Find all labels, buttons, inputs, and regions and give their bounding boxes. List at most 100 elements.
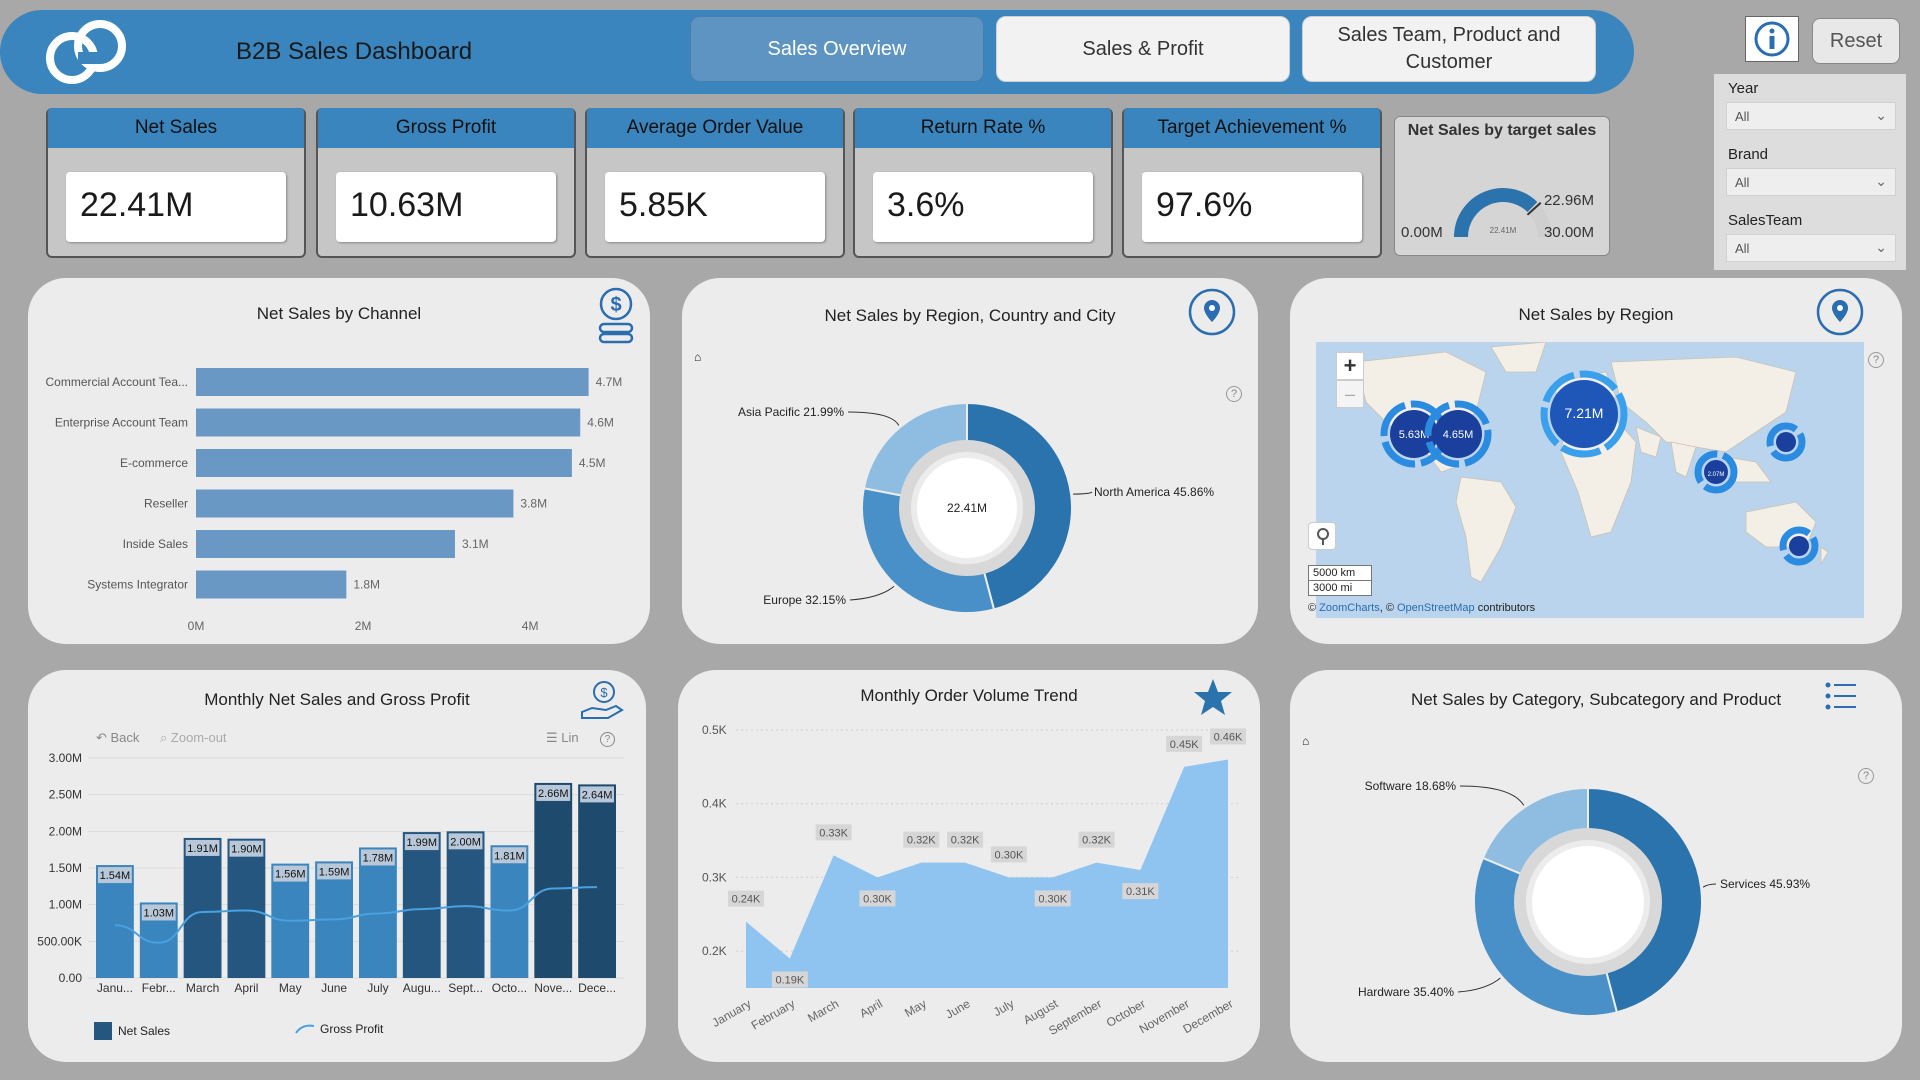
- donut-slice-label: Services 45.93%: [1720, 877, 1810, 891]
- list-icon[interactable]: [1824, 680, 1858, 714]
- lin-toggle[interactable]: ☰ Lin: [546, 730, 579, 746]
- help-icon[interactable]: ?: [1868, 352, 1884, 368]
- map-pin-button[interactable]: [1308, 522, 1336, 550]
- data-label-bg: [492, 847, 527, 864]
- channel-bar[interactable]: [196, 530, 455, 558]
- net-sales-data-label: 1.56M: [275, 869, 306, 881]
- legend-net-sales[interactable]: Net Sales: [94, 1022, 170, 1040]
- map-canvas[interactable]: 5.63M 4.65M 7.21M 2.07M: [1316, 342, 1864, 618]
- net-sales-bar[interactable]: [227, 838, 266, 978]
- chevron-down-icon: ⌄: [1875, 173, 1887, 189]
- map-bubble[interactable]: [1704, 460, 1728, 484]
- dollar-coins-icon: $: [598, 287, 634, 344]
- map-bubble-label: 5.63M: [1399, 429, 1430, 441]
- map-bubble[interactable]: [1434, 410, 1482, 458]
- help-icon[interactable]: ?: [1226, 386, 1242, 402]
- net-sales-bar[interactable]: [402, 832, 441, 978]
- donut-leader-line: [1073, 491, 1093, 495]
- map-zoom-out-button[interactable]: –: [1336, 380, 1364, 408]
- back-button[interactable]: ↶ Back: [96, 730, 140, 745]
- monthly-y-tick: 0.00: [59, 971, 83, 985]
- monthly-y-tick: 2.50M: [49, 788, 82, 802]
- net-sales-bar[interactable]: [578, 784, 616, 978]
- magnifier-icon: ⌕: [160, 730, 168, 745]
- gross-profit-line[interactable]: [114, 886, 598, 944]
- filter-salesteam-label: SalesTeam: [1728, 212, 1803, 229]
- help-icon[interactable]: ?: [1858, 768, 1874, 784]
- volume-data-label: 0.31K: [1126, 886, 1155, 898]
- channel-bar[interactable]: [196, 449, 572, 477]
- map-bubble[interactable]: [1789, 536, 1809, 556]
- filter-year-select[interactable]: All ⌄: [1726, 102, 1896, 130]
- location-pin-icon[interactable]: [1188, 288, 1236, 336]
- kpi-label: Net Sales: [48, 108, 304, 148]
- zoomcharts-link[interactable]: ZoomCharts: [1319, 602, 1380, 614]
- filter-pane: Year All ⌄ Brand All ⌄ SalesTeam All ⌄: [1714, 74, 1906, 270]
- tab-sales-team-product-customer[interactable]: Sales Team, Product and Customer: [1302, 16, 1596, 82]
- channel-data-label: 4.7M: [596, 375, 623, 389]
- home-icon[interactable]: ⌂: [694, 350, 702, 364]
- kpi-net-sales: Net Sales 22.41M: [46, 108, 306, 258]
- data-label-bg: [141, 904, 176, 921]
- channel-bar[interactable]: [196, 570, 347, 599]
- monthly-x-tick: July: [367, 981, 388, 995]
- volume-x-tick: February: [749, 996, 798, 1032]
- map-zoom-in-button[interactable]: +: [1336, 352, 1364, 380]
- category-donut-chart: Services 45.93% Hardware 35.40% Software 1…: [1358, 779, 1810, 1017]
- channel-category-label: E-commerce: [120, 456, 188, 470]
- net-sales-bar[interactable]: [534, 782, 573, 978]
- panel-net-sales-by-region-map: Net Sales by Region ? 5.63M 4.65M 7.21M 2.0…: [1290, 278, 1902, 644]
- volume-x-tick: January: [710, 996, 754, 1029]
- monthly-y-tick: 1.00M: [49, 898, 82, 912]
- data-label-bg: [859, 890, 896, 907]
- legend-label: Net Sales: [118, 1024, 171, 1038]
- info-button[interactable]: [1745, 16, 1799, 62]
- data-label-bg: [903, 831, 940, 848]
- net-sales-bar[interactable]: [96, 865, 134, 978]
- order-volume-area[interactable]: [746, 759, 1228, 988]
- tab-sales-overview[interactable]: Sales Overview: [690, 16, 984, 82]
- channel-bar[interactable]: [196, 408, 581, 437]
- location-pin-icon[interactable]: [1816, 288, 1864, 336]
- data-label-bg: [1166, 735, 1203, 752]
- map-bubbles: 5.63M 4.65M 7.21M 2.07M: [1380, 370, 1819, 566]
- svg-text:$: $: [600, 685, 608, 700]
- kpi-value: 22.41M: [66, 172, 286, 242]
- data-label-bg: [1122, 883, 1159, 900]
- volume-x-tick: July: [991, 996, 1016, 1019]
- monthly-y-tick: 1.50M: [49, 861, 82, 875]
- filter-brand-select[interactable]: All ⌄: [1726, 168, 1896, 196]
- zoom-out-button[interactable]: ⌕ Zoom-out: [160, 730, 227, 746]
- filter-salesteam-select[interactable]: All ⌄: [1726, 234, 1896, 262]
- map-bubble[interactable]: [1776, 432, 1796, 452]
- channel-bar[interactable]: [196, 368, 589, 396]
- kpi-label: Average Order Value: [587, 108, 843, 148]
- channel-category-label: Inside Sales: [123, 537, 188, 551]
- donut-slice-label: Software 18.68%: [1365, 779, 1457, 793]
- donut-center: [917, 458, 1017, 558]
- net-sales-bar[interactable]: [490, 845, 529, 978]
- legend-gross-profit[interactable]: Gross Profit: [294, 1022, 383, 1036]
- gauge-min-label: 0.00M: [1401, 224, 1443, 241]
- volume-y-tick: 0.2K: [702, 944, 727, 958]
- net-sales-bar[interactable]: [183, 837, 222, 978]
- kpi-average-order-value: Average Order Value 5.85K: [585, 108, 845, 258]
- home-icon[interactable]: ⌂: [1302, 734, 1310, 748]
- data-label-bg: [990, 846, 1027, 863]
- kpi-value: 97.6%: [1142, 172, 1362, 242]
- tab-sales-profit[interactable]: Sales & Profit: [996, 16, 1290, 82]
- data-label-bg: [448, 833, 483, 850]
- channel-category-label: Reseller: [144, 497, 188, 511]
- help-icon[interactable]: ?: [600, 732, 615, 747]
- region-donut-chart: North America 45.86% Europe 32.15% Asia Pa…: [738, 401, 1214, 614]
- map-bubble[interactable]: [1390, 410, 1438, 458]
- kpi-label: Gross Profit: [318, 108, 574, 148]
- openstreetmap-link[interactable]: OpenStreetMap: [1396, 602, 1475, 614]
- map-bubble[interactable]: [1550, 380, 1618, 448]
- volume-data-label: 0.30K: [863, 893, 892, 905]
- reset-button[interactable]: Reset: [1812, 18, 1900, 64]
- channel-bar[interactable]: [196, 489, 514, 518]
- map-bubble-ring: [1540, 370, 1628, 458]
- svg-text:$: $: [610, 294, 621, 316]
- net-sales-bar[interactable]: [446, 831, 485, 978]
